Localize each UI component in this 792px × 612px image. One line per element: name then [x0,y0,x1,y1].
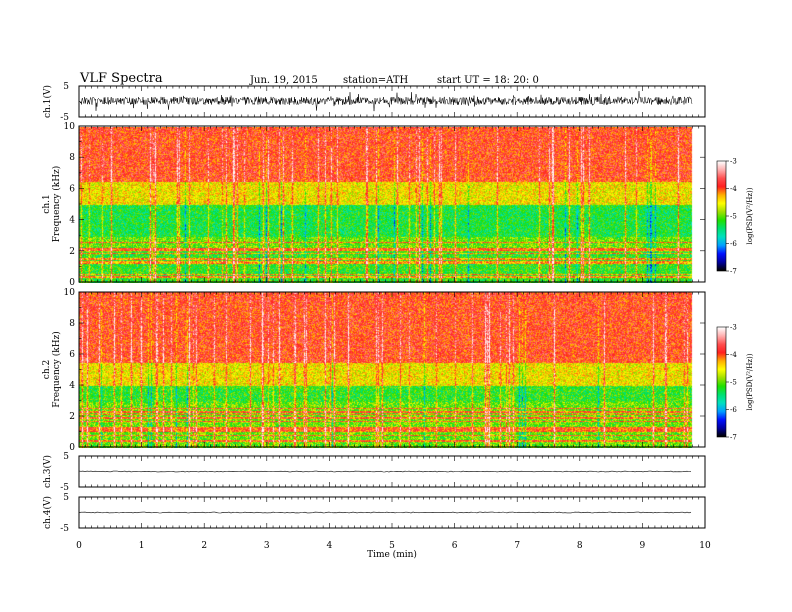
ch3-waveform-ylabel-group: ch.3(V) [42,455,53,488]
figure-title: VLF Spectra [80,71,163,86]
ch2-colorbar-image [717,327,726,437]
x-tick-label: 4 [327,541,333,551]
y-tick-label: 0 [69,443,75,453]
y-tick-label: 0 [69,278,75,288]
x-tick-label: 1 [139,541,145,551]
y-tick-label: 4 [69,216,75,226]
colorbar-frame [716,326,727,438]
y-tick-label: 2 [69,247,75,257]
y-tick-label: 6 [69,350,75,360]
colorbar-tick-label: -5 [730,379,737,387]
colorbar-label: log(PSD(V²/Hz)) [746,353,754,410]
ch4-waveform-ylabel-group: ch.4(V) [42,496,53,529]
colorbar-tick-label: -4 [730,351,737,359]
ch4-waveform-trace [78,511,692,514]
colorbar-tick-label: -6 [730,406,737,414]
ch1-spectrogram-frame [78,125,706,283]
date-label: Jun. 19, 2015 [250,75,318,86]
ch3-waveform-trace [78,470,692,473]
y-tick-label: -5 [60,483,69,493]
x-tick-label: 10 [699,541,711,551]
y-axis-label: ch.4(V) [42,496,53,529]
station-label: station=ATH [343,75,409,86]
y-tick-label: 5 [63,493,69,503]
y-tick-label: 10 [64,122,76,132]
ch2-spectrogram-ylabel: ch.2 Frequency (kHz) [42,331,62,408]
y-tick-label: 4 [69,381,75,391]
x-tick-label: 2 [201,541,207,551]
y-tick-label: -5 [60,113,69,123]
y-axis-label: ch.3(V) [42,455,53,488]
colorbar-tick-label: -7 [730,268,737,276]
y-axis-label-frequency: Frequency (kHz) [51,331,62,408]
x-tick-label: 7 [514,541,520,551]
colorbar-label-group: log(PSD(V²/Hz)) [746,353,754,410]
colorbar-tick-label: -3 [730,158,737,166]
ch1-colorbar-image [717,161,726,271]
ch1-spectrogram-ylabel: ch.1 Frequency (kHz) [42,166,62,243]
colorbar-tick-label: -4 [730,185,737,193]
colorbar-tick-label: -7 [730,434,737,442]
colorbar-tick-label: -3 [730,324,737,332]
y-tick-label: 6 [69,184,75,194]
x-tick-label: 9 [640,541,646,551]
y-axis-label-channel: ch.2 [42,360,52,379]
x-tick-label: 8 [577,541,583,551]
y-tick-label: 2 [69,412,75,422]
y-tick-label: 8 [69,319,75,329]
ch2-spectrogram-image [79,292,693,448]
x-tick-label: 0 [76,541,82,551]
x-tick-label: 6 [452,541,458,551]
colorbar-tick-label: -6 [730,240,737,248]
y-axis-label-channel: ch.1 [42,194,52,213]
y-axis-label-frequency: Frequency (kHz) [51,166,62,243]
y-tick-label: 5 [63,82,69,92]
x-axis-label: Time (min) [367,549,417,560]
ch1-spectrogram-image [79,127,693,283]
colorbar-label-group: log(PSD(V²/Hz)) [746,187,754,244]
x-tick-label: 5 [389,541,395,551]
ch2-spectrogram-frame [78,291,706,448]
y-axis-label: ch.1(V) [42,85,53,118]
y-tick-label: -5 [60,524,69,534]
colorbar-tick-label: -5 [730,213,737,221]
ch1-waveform-ylabel-group: ch.1(V) [42,85,53,118]
y-tick-label: 5 [63,452,69,462]
colorbar-label: log(PSD(V²/Hz)) [746,187,754,244]
colorbar-frame [716,160,727,272]
start-time-label: start UT = 18: 20: 0 [437,75,539,86]
y-tick-label: 8 [69,153,75,163]
x-tick-label: 3 [264,541,270,551]
y-tick-label: 10 [64,288,76,298]
ch1-waveform-trace [78,91,693,112]
